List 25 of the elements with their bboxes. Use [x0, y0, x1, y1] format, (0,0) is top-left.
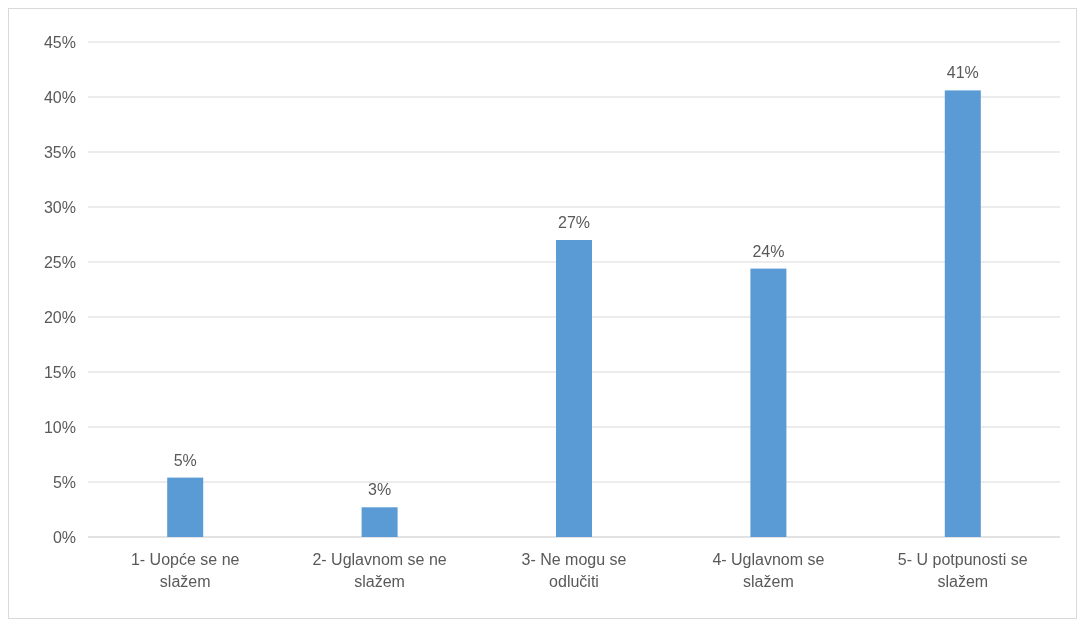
y-tick-label: 10% — [43, 418, 76, 436]
bar — [944, 90, 981, 537]
x-tick-label: 1- Uopće se ne slažem — [130, 551, 240, 590]
y-tick-label: 15% — [43, 363, 76, 381]
y-tick-label: 40% — [43, 88, 76, 106]
y-tick-label: 0% — [52, 528, 76, 546]
data-label: 5% — [173, 451, 197, 469]
bar — [750, 268, 787, 537]
x-tick-label: 5- U potpunosti se slažem — [897, 551, 1028, 590]
x-tick-label: 2- Uglavnom se ne slažem — [312, 551, 447, 590]
data-label: 24% — [752, 242, 785, 260]
y-tick-label: 25% — [43, 253, 76, 271]
y-tick-label: 45% — [43, 33, 76, 51]
y-tick-label: 5% — [52, 473, 76, 491]
bar — [361, 507, 398, 537]
y-tick-label: 20% — [43, 308, 76, 326]
data-label: 27% — [557, 214, 591, 231]
y-tick-label: 35% — [43, 143, 76, 161]
bar — [556, 240, 592, 537]
data-label: 41% — [946, 64, 979, 82]
x-tick-label: 4- Uglavnom se slažem — [712, 551, 825, 590]
x-tick-label: 3- Ne mogu se odlučiti — [521, 551, 627, 590]
bar — [167, 477, 204, 537]
y-tick-label: 30% — [43, 198, 76, 216]
data-label: 3% — [368, 481, 392, 499]
